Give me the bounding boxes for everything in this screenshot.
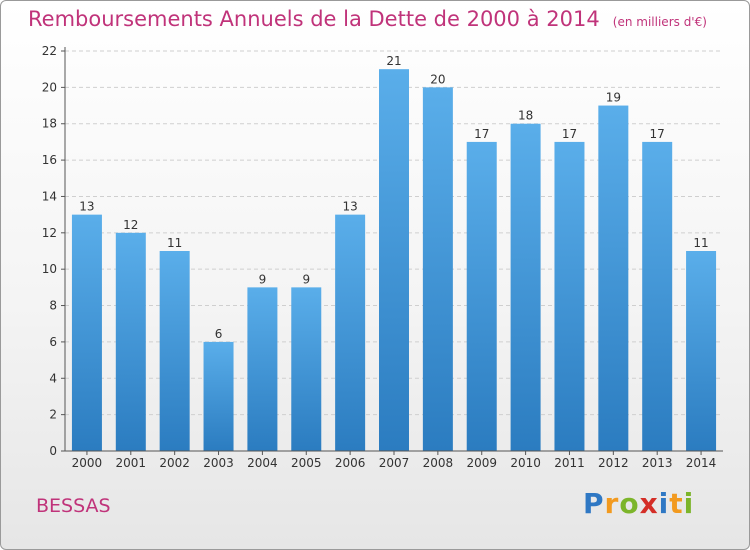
- bar-value-label: 17: [474, 127, 489, 141]
- labels: 0 2 4 6 8 10 12 14 16 18 20 22 13 2000 12 2001 11 2002 6 20…: [42, 44, 717, 470]
- bar: [291, 287, 322, 451]
- logo-letter: i: [658, 487, 670, 520]
- bar-value-label: 6: [215, 327, 223, 341]
- bar-value-label: 9: [302, 272, 310, 286]
- bar-value-label: 13: [79, 200, 94, 214]
- y-tick-label: 4: [49, 371, 57, 385]
- chart-title-main: Remboursements Annuels de la Dette de 20…: [28, 7, 600, 31]
- y-tick-label: 10: [42, 262, 57, 276]
- y-tick-label: 22: [42, 44, 57, 58]
- location-name: BESSAS: [36, 495, 111, 517]
- logo-letter: P: [583, 487, 605, 520]
- x-tick-label: 2013: [642, 456, 673, 470]
- x-tick-label: 2001: [116, 456, 147, 470]
- bar: [466, 141, 497, 451]
- y-tick-label: 14: [42, 189, 57, 203]
- x-tick-label: 2005: [291, 456, 322, 470]
- bar: [71, 214, 102, 451]
- logo-letter: o: [619, 487, 640, 520]
- bar-value-label: 19: [606, 91, 621, 105]
- bar: [335, 214, 366, 451]
- chart-unit-note: (en milliers d'€): [612, 15, 707, 29]
- logo-letter: i: [683, 487, 695, 520]
- x-tick-label: 2009: [466, 456, 497, 470]
- bar: [510, 123, 541, 452]
- bar-value-label: 9: [259, 272, 267, 286]
- bar-value-label: 11: [693, 236, 708, 250]
- bar-value-label: 12: [123, 218, 138, 232]
- x-tick-label: 2003: [203, 456, 234, 470]
- bar-value-label: 11: [167, 236, 182, 250]
- bar-value-label: 21: [386, 54, 401, 68]
- bar: [379, 69, 409, 451]
- logo-letter: t: [669, 487, 684, 520]
- x-tick-label: 2012: [598, 456, 629, 470]
- bar: [598, 105, 629, 451]
- x-tick-label: 2004: [247, 456, 278, 470]
- y-tick-label: 0: [49, 444, 57, 458]
- y-tick-label: 8: [49, 299, 57, 313]
- x-tick-label: 2008: [423, 456, 454, 470]
- bar: [642, 141, 673, 451]
- chart-title: Remboursements Annuels de la Dette de 20…: [28, 7, 707, 31]
- bar: [554, 141, 585, 451]
- bar: [159, 251, 190, 451]
- bar: [247, 287, 278, 451]
- y-tick-label: 18: [42, 117, 57, 131]
- y-tick-label: 2: [49, 408, 57, 422]
- y-tick-label: 6: [49, 335, 57, 349]
- bar: [203, 341, 234, 451]
- y-tick-label: 16: [42, 153, 57, 167]
- bar-value-label: 17: [650, 127, 665, 141]
- bar-value-label: 17: [562, 127, 577, 141]
- bars: [71, 69, 717, 452]
- x-tick-label: 2010: [510, 456, 541, 470]
- bar: [422, 87, 453, 451]
- y-tick-label: 20: [42, 80, 57, 94]
- x-tick-label: 2011: [554, 456, 585, 470]
- x-tick-label: 2002: [159, 456, 190, 470]
- bar: [686, 251, 717, 451]
- bar-value-label: 20: [430, 72, 445, 86]
- y-tick-label: 12: [42, 226, 57, 240]
- logo-letter: r: [604, 487, 620, 520]
- logo-letter: x: [639, 487, 659, 520]
- bar-value-label: 13: [342, 200, 357, 214]
- x-tick-label: 2000: [72, 456, 103, 470]
- x-tick-label: 2007: [379, 456, 410, 470]
- axes: [61, 47, 723, 455]
- x-tick-label: 2006: [335, 456, 366, 470]
- bar-value-label: 18: [518, 109, 533, 123]
- proxiti-logo: Proxiti: [583, 487, 694, 520]
- bar: [115, 232, 146, 451]
- x-tick-label: 2014: [686, 456, 717, 470]
